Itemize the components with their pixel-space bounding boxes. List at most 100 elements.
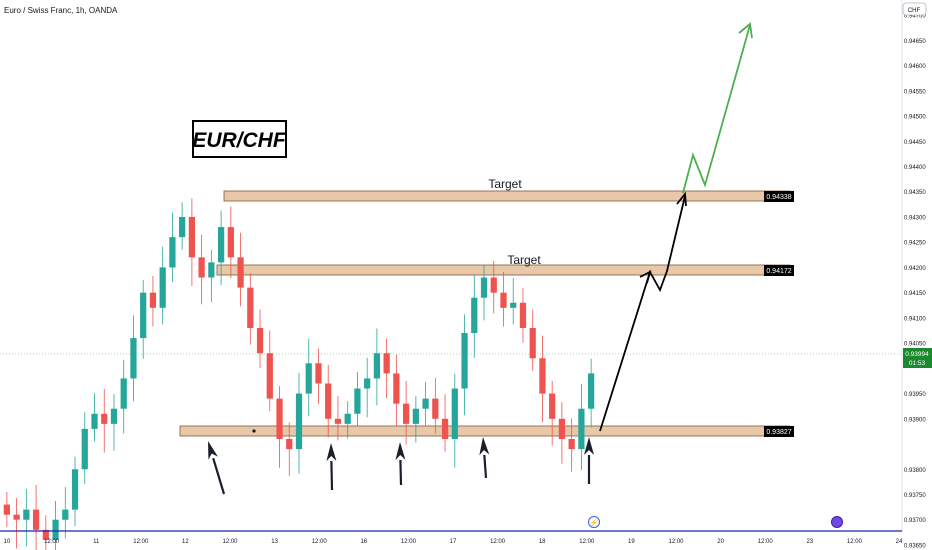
current-price-label: 0.93994 01:53 [903,348,932,368]
price-axis[interactable]: 0.94700 0.94650 0.94600 0.94550 0.94500 0.944… [901,0,926,549]
time-tick-label: 12 [182,539,189,545]
candle-body [247,287,254,328]
candle-body [149,292,157,308]
price-tick-label: 0.93900 [904,417,926,423]
support-arrow-shaft [399,459,403,486]
current-price-value: 0.93994 [905,351,929,358]
candle-body [315,363,322,384]
candle-body [471,297,478,334]
time-tick-label: 12:00 [847,539,863,545]
support-arrow-head [584,437,594,455]
candle-body [344,413,351,424]
time-tick-label: 19 [628,539,635,545]
candle-body [110,408,118,424]
zone-support[interactable] [179,425,791,437]
candle-body [578,408,585,450]
candle-body [71,469,79,510]
time-tick-label: 12:00 [579,539,595,545]
candles-layer [3,198,595,550]
price-tick-label: 0.94400 [904,165,926,171]
candle-body [91,413,98,429]
time-tick-label: 24 [896,539,903,545]
zone-upper-target[interactable] [223,190,791,202]
upper-level-label-box [764,191,794,202]
time-tick-label: 13 [271,539,278,545]
projection-arrowhead-2 [676,191,687,207]
calendar-event-icon[interactable] [831,516,843,528]
time-tick-label: 20 [717,539,724,545]
time-axis[interactable]: 10 12:00 11 12:00 12 12:00 13 12:00 16 12:00 17 12:… [0,530,903,545]
middle-level-price: 0.94172 [766,268,791,275]
candle-body [140,292,147,339]
current-price-countdown: 01:53 [909,360,926,367]
projection-arrowhead-green [738,22,753,39]
pair-title: EUR/CHF [192,129,287,152]
candle-body [480,277,488,298]
time-tick-label: 12:00 [490,539,506,545]
candle-body [159,267,166,308]
price-tick-label: 0.94700 [904,14,926,20]
candle-body [441,418,449,439]
time-tick-label: 11 [93,539,100,545]
price-tick-label: 0.94650 [904,39,926,45]
candle-body [539,358,546,394]
price-tick-label: 0.94350 [904,190,926,196]
candle-body [3,504,10,515]
support-arrow-head [208,441,218,460]
time-tick-label: 12:00 [668,539,684,545]
pair-title-box: EUR/CHF [192,120,287,158]
time-tick-label: 18 [539,539,546,545]
candle-body [334,418,342,424]
support-arrow-head [395,442,406,461]
price-tick-label: 0.93750 [904,493,926,499]
price-tick-label: 0.94250 [904,241,926,247]
candle-body [568,438,575,450]
candle-body [325,383,332,419]
price-tick-label: 0.94500 [904,115,926,121]
candle-body [286,438,293,450]
symbol-title: Euro / Swiss Franc, 1h, OANDA [4,6,118,15]
candle-body [393,373,400,404]
middle-target-label: Target [507,253,541,267]
candle-body [62,509,69,520]
candle-body [188,216,196,258]
candle-body [120,378,127,409]
price-tick-label: 0.93950 [904,392,926,398]
candle-body [412,408,419,424]
time-tick-label: 10 [4,539,11,545]
candle-body [383,353,390,374]
candle-body [42,529,49,540]
price-tick-label: 0.93650 [904,543,926,549]
candle-body [130,338,137,379]
candle-body [198,257,205,278]
lightning-event-icon[interactable] [588,516,600,528]
price-tick-label: 0.94450 [904,140,926,146]
candle-body [101,413,108,424]
candle-body [13,514,20,520]
price-tick-label: 0.94150 [904,291,926,297]
candle-body [500,292,507,308]
support-arrows-layer [208,437,594,495]
candle-body [237,257,244,288]
candle-body [305,363,312,394]
candle-body [217,227,225,263]
support-arrow-shaft [330,460,334,491]
price-tick-label: 0.94600 [904,64,926,70]
candle-body [276,398,283,439]
candle-body [23,509,30,520]
candle-body [422,398,429,409]
time-tick-label: 17 [450,539,457,545]
candle-body [402,403,410,424]
level-price-labels: 0.94338 0.94172 0.93827 [764,191,794,437]
price-tick-label: 0.94550 [904,89,926,95]
middle-level-label-box [764,265,794,276]
support-level-label-box [764,426,794,437]
projection-path-black [599,195,686,432]
price-tick-label: 0.94300 [904,215,926,221]
candle-body [208,262,215,278]
zone-anchor-dot [252,429,256,433]
event-icons[interactable]: ⚡ [588,516,843,528]
candle-body [549,393,556,419]
currency-badge[interactable]: CHF [902,2,927,16]
